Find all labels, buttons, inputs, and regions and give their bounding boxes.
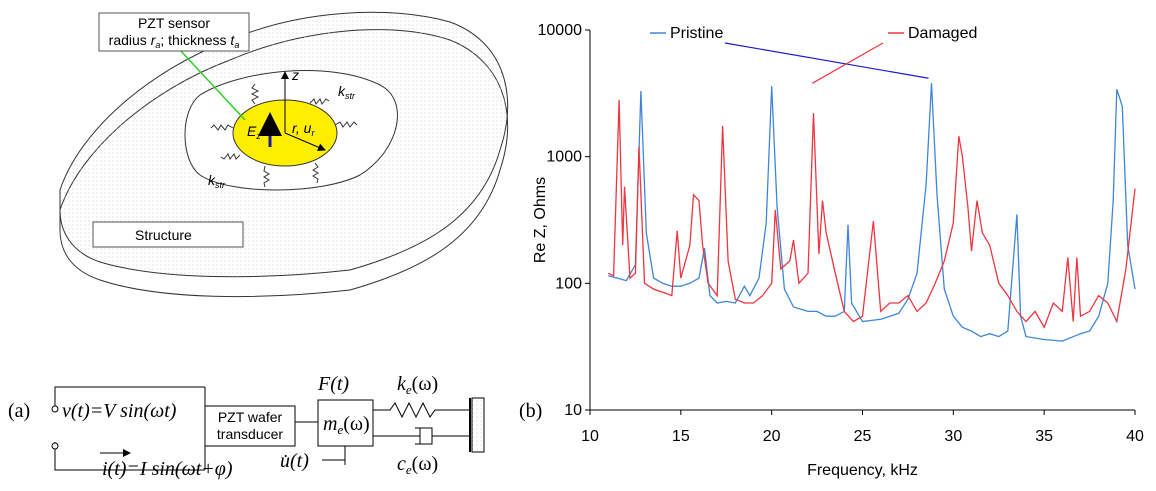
text: k xyxy=(338,83,346,99)
y-axis-label: Re Z, Ohms xyxy=(532,177,549,263)
x-tick-label: 40 xyxy=(1126,428,1144,445)
spring-label: kstr xyxy=(338,83,356,101)
text: (ω) xyxy=(343,413,369,435)
panel-label: (a) xyxy=(8,400,30,422)
current-label: i(t)=I sin(ωt+φ) xyxy=(102,458,233,480)
legend-label: Pristine xyxy=(670,25,723,42)
text: (ω) xyxy=(412,373,438,395)
y-tick-label: 100 xyxy=(555,275,582,292)
stiffness-label: ke(ω) xyxy=(397,373,438,397)
text: e xyxy=(406,382,412,397)
y-tick-label: 10 xyxy=(564,402,582,419)
x-tick-label: 30 xyxy=(944,428,962,445)
text: ; thickness xyxy=(160,32,230,48)
text: e xyxy=(337,422,343,437)
y-tick-label: 1000 xyxy=(546,149,582,166)
velocity-label: u̇(t) xyxy=(280,450,309,472)
x-tick-label: 20 xyxy=(763,428,781,445)
mass-label: me(ω) xyxy=(323,413,370,437)
sensor-dims: radius ra; thickness ta xyxy=(109,32,240,50)
damping-label: ce(ω) xyxy=(397,453,438,477)
x-axis-label: Frequency, kHz xyxy=(807,462,918,479)
text: r xyxy=(311,128,315,138)
text: m xyxy=(323,413,337,435)
text: a xyxy=(155,40,160,50)
voltage-label: v(t)=V sin(ωt) xyxy=(62,400,177,422)
series-line xyxy=(608,83,1136,342)
annotation-arrow xyxy=(811,42,884,84)
x-tick-label: 15 xyxy=(672,428,690,445)
transducer-label: PZT wafer xyxy=(218,409,283,425)
legend-label: Damaged xyxy=(908,25,977,42)
text: k xyxy=(208,172,216,188)
text: (ω) xyxy=(412,453,438,475)
text: t xyxy=(230,32,235,48)
text: E xyxy=(247,123,257,139)
text: radius xyxy=(109,32,151,48)
structure-label: Structure xyxy=(135,227,192,243)
y-tick-label: 10000 xyxy=(538,22,583,39)
circuit-diagram xyxy=(51,386,485,471)
text: z xyxy=(255,131,261,141)
panel-label: (b) xyxy=(519,400,542,422)
springs xyxy=(210,83,358,188)
text: c xyxy=(397,453,406,475)
text: e xyxy=(406,462,412,477)
text: k xyxy=(397,373,407,395)
x-tick-label: 25 xyxy=(854,428,872,445)
text: r, u xyxy=(292,120,312,136)
series-line xyxy=(607,99,1136,329)
radial-label: r, ur xyxy=(292,120,315,138)
spring-label: kstr xyxy=(208,172,226,190)
text: r xyxy=(151,32,157,48)
structure-diagram: PZT sensor radius ra; thickness ta z Ez … xyxy=(59,11,509,298)
force-label: F(t) xyxy=(317,373,349,395)
annotation-arrow xyxy=(724,42,929,79)
text: a xyxy=(234,40,239,50)
chart: 10 100 1000 10000 10 15 20 25 30 35 40 Frequency, k… xyxy=(532,22,1144,479)
text: str xyxy=(345,91,356,101)
field-label: Ez xyxy=(247,123,261,141)
x-tick-label: 10 xyxy=(581,428,599,445)
transducer-label: transducer xyxy=(217,426,283,442)
z-label: z xyxy=(291,67,299,83)
x-tick-label: 35 xyxy=(1035,428,1053,445)
text: str xyxy=(215,180,226,190)
sensor-title: PZT sensor xyxy=(138,15,210,31)
